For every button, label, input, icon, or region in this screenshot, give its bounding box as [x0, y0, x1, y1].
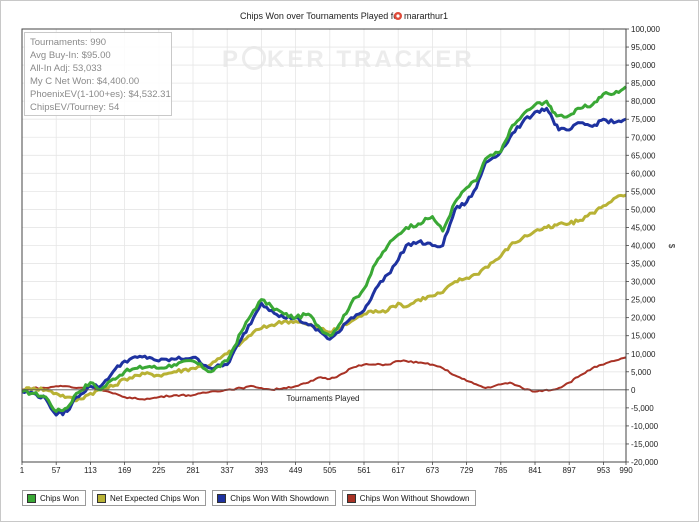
player-name: mararthur1 — [404, 11, 448, 21]
x-tick-label: 57 — [52, 466, 61, 475]
x-tick-label: 1 — [20, 466, 25, 475]
x-tick-label: 113 — [84, 466, 97, 475]
legend-item-net-expected[interactable]: Net Expected Chips Won — [91, 490, 207, 506]
x-axis-label: Tournaments Played — [287, 394, 360, 403]
legend-swatch-without-showdown — [346, 493, 356, 503]
y-tick-label: 90,000 — [631, 61, 656, 70]
series-line-chips-won-without-showdown — [21, 356, 627, 401]
y-tick-label: -5,000 — [631, 404, 654, 413]
y-tick-label: 50,000 — [631, 205, 656, 214]
stat-my-c-net-won: My C Net Won: $4,400.00 — [30, 76, 140, 87]
y-tick-label: 95,000 — [631, 43, 656, 52]
legend: Chips Won Net Expected Chips Won Chips W… — [22, 490, 477, 506]
y-axis-ticks: -20,000 -15,000 -10,000 -5,000 0 5,000 10,000 1… — [626, 25, 660, 467]
poker-chip-logo-icon — [242, 46, 267, 70]
stat-allin-adj: All-In Adj: 53,033 — [30, 63, 102, 74]
x-tick-label: 953 — [597, 466, 611, 475]
x-tick-label: 841 — [528, 466, 542, 475]
x-tick-label: 169 — [118, 466, 132, 475]
x-tick-label: 337 — [221, 466, 235, 475]
x-tick-label: 785 — [494, 466, 508, 475]
x-tick-label: 281 — [186, 466, 200, 475]
legend-label-without-showdown: Chips Won Without Showdown — [359, 493, 470, 503]
stat-phoenix-ev: PhoenixEV(1-100+es): $4,532.31 — [30, 89, 171, 100]
y-tick-label: 80,000 — [631, 97, 656, 106]
x-tick-label: 990 — [619, 466, 633, 475]
legend-swatch-with-showdown — [217, 493, 227, 503]
y-tick-label: 25,000 — [631, 296, 656, 305]
x-tick-label: 225 — [152, 466, 166, 475]
legend-label-net-expected: Net Expected Chips Won — [109, 493, 200, 503]
stats-box: Tournaments: 990 Avg Buy-In: $95.00 All-… — [24, 32, 172, 116]
series-line-net-expected-chips-won — [21, 193, 627, 403]
y-tick-label: 70,000 — [631, 133, 656, 142]
y-tick-label: 100,000 — [631, 25, 660, 34]
y-tick-label: 0 — [631, 386, 636, 395]
y-tick-label: 35,000 — [631, 260, 656, 269]
y-tick-label: 15,000 — [631, 332, 656, 341]
series-line-chips-won-with-showdown — [21, 106, 627, 417]
legend-swatch-net-expected — [96, 493, 106, 503]
x-tick-label: 449 — [289, 466, 303, 475]
legend-item-with-showdown[interactable]: Chips Won With Showdown — [212, 490, 336, 506]
legend-label-chips-won: Chips Won — [40, 493, 79, 503]
y-tick-label: 65,000 — [631, 151, 656, 160]
x-tick-label: 561 — [357, 466, 371, 475]
y-tick-label: 5,000 — [631, 368, 652, 377]
stat-chips-ev: ChipsEV/Tourney: 54 — [30, 102, 120, 113]
y-tick-label: 75,000 — [631, 115, 656, 124]
y-tick-label: 55,000 — [631, 187, 656, 196]
y-tick-label: -15,000 — [631, 440, 659, 449]
legend-item-without-showdown[interactable]: Chips Won Without Showdown — [341, 490, 477, 506]
y-tick-label: -10,000 — [631, 422, 659, 431]
chart-title: Chips Won over Tournaments Played for — [240, 11, 401, 21]
x-axis-ticks: 1 57 113 169 225 281 337 393 449 505 561 617 673 729 7… — [20, 462, 633, 475]
x-tick-label: 897 — [563, 466, 577, 475]
y-tick-label: -20,000 — [631, 458, 659, 467]
x-tick-label: 505 — [323, 466, 337, 475]
y-tick-label: 60,000 — [631, 169, 656, 178]
x-tick-label: 729 — [460, 466, 474, 475]
player-icon — [394, 12, 402, 20]
x-tick-label: 673 — [426, 466, 440, 475]
y-tick-label: 30,000 — [631, 278, 656, 287]
x-tick-label: 617 — [392, 466, 406, 475]
y-axis-label: $ — [667, 244, 676, 249]
series-layer — [21, 85, 627, 417]
x-tick-label: 393 — [255, 466, 269, 475]
y-tick-label: 85,000 — [631, 79, 656, 88]
y-tick-label: 20,000 — [631, 314, 656, 323]
y-tick-label: 10,000 — [631, 350, 656, 359]
series-line-chips-won — [21, 85, 627, 413]
legend-item-chips-won[interactable]: Chips Won — [22, 490, 86, 506]
legend-label-with-showdown: Chips Won With Showdown — [230, 493, 329, 503]
y-tick-label: 40,000 — [631, 242, 656, 251]
stat-avg-buyin: Avg Buy-In: $95.00 — [30, 50, 111, 61]
y-tick-label: 45,000 — [631, 223, 656, 232]
stat-tournaments: Tournaments: 990 — [30, 37, 107, 48]
legend-swatch-chips-won — [27, 493, 36, 503]
